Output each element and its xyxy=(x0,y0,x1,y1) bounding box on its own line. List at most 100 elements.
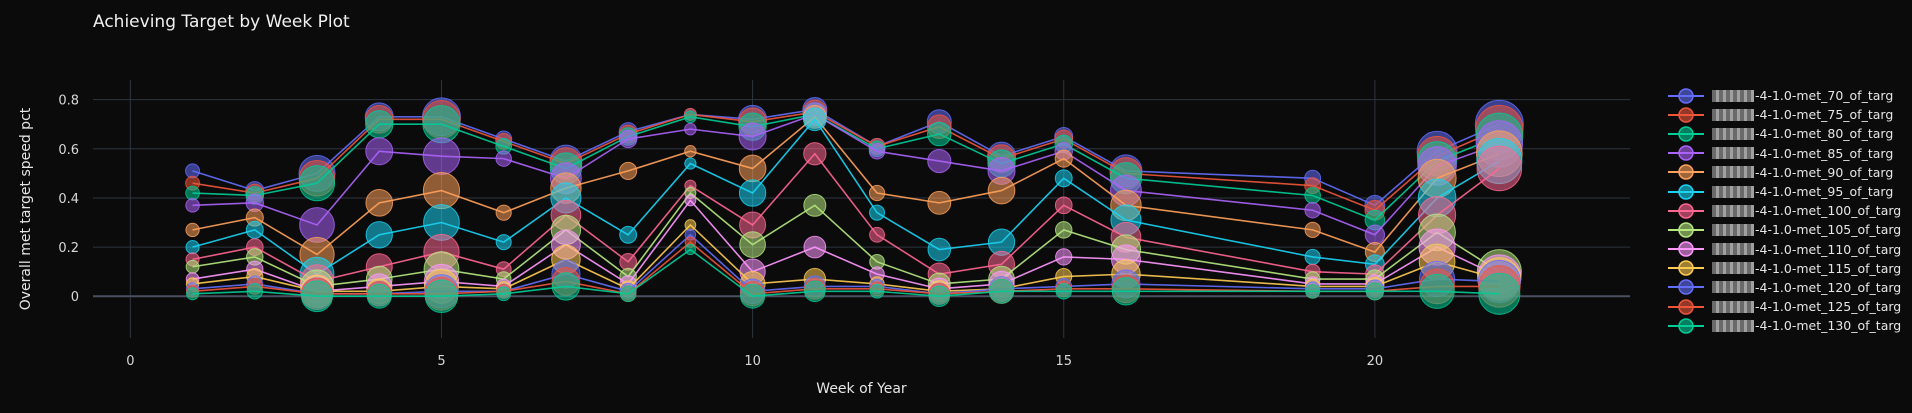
data-point[interactable] xyxy=(424,279,459,313)
data-point[interactable] xyxy=(740,283,766,309)
data-point[interactable] xyxy=(551,272,581,301)
data-point[interactable] xyxy=(803,142,827,166)
legend-item[interactable]: -4-1.0-met_110_of_targ xyxy=(1666,240,1901,259)
legend-label: -4-1.0-met_80_of_targ xyxy=(1755,126,1894,142)
data-point[interactable] xyxy=(1364,224,1386,245)
data-point[interactable] xyxy=(738,122,767,151)
data-point[interactable] xyxy=(684,110,697,124)
data-point[interactable] xyxy=(1365,282,1384,301)
legend-item[interactable]: -4-1.0-met_100_of_targ xyxy=(1666,201,1901,220)
data-point[interactable] xyxy=(738,154,767,183)
data-point[interactable] xyxy=(684,243,697,256)
data-point[interactable] xyxy=(928,285,951,308)
data-point[interactable] xyxy=(422,137,461,175)
y-tick-label: 0.4 xyxy=(58,192,79,207)
data-point[interactable] xyxy=(803,107,827,132)
data-point[interactable] xyxy=(868,143,886,160)
data-point[interactable] xyxy=(619,285,637,302)
legend-item[interactable]: -4-1.0-met_130_of_targ xyxy=(1666,316,1901,335)
data-point[interactable] xyxy=(301,280,333,313)
data-point[interactable] xyxy=(1419,273,1455,309)
data-point[interactable] xyxy=(365,189,394,217)
data-point[interactable] xyxy=(738,179,767,207)
data-point[interactable] xyxy=(185,259,200,274)
legend-item[interactable]: -4-1.0-met_95_of_targ xyxy=(1666,182,1901,201)
data-point[interactable] xyxy=(495,150,512,167)
data-point[interactable] xyxy=(927,149,952,174)
data-point[interactable] xyxy=(927,237,952,262)
data-point[interactable] xyxy=(739,231,766,258)
data-point[interactable] xyxy=(1304,187,1321,204)
data-point[interactable] xyxy=(1054,221,1073,239)
y-tick-label: 0 xyxy=(71,290,79,305)
data-point[interactable] xyxy=(619,225,638,244)
legend-item[interactable]: -4-1.0-met_70_of_targ xyxy=(1666,86,1901,105)
data-point[interactable] xyxy=(1055,248,1073,266)
legend-redacted-prefix xyxy=(1712,319,1754,332)
data-point[interactable] xyxy=(684,157,697,170)
data-point[interactable] xyxy=(1476,145,1523,192)
legend-swatch xyxy=(1668,318,1704,334)
data-point[interactable] xyxy=(185,185,200,201)
data-point[interactable] xyxy=(684,194,697,207)
data-point[interactable] xyxy=(365,137,394,166)
data-point[interactable] xyxy=(927,190,952,215)
data-point[interactable] xyxy=(1111,277,1141,306)
data-point[interactable] xyxy=(1304,202,1321,219)
data-point[interactable] xyxy=(684,145,697,158)
data-point[interactable] xyxy=(1305,283,1320,299)
legend-item[interactable]: -4-1.0-met_85_of_targ xyxy=(1666,144,1901,163)
data-point[interactable] xyxy=(246,283,263,300)
legend-redacted-prefix xyxy=(1712,89,1754,102)
data-point[interactable] xyxy=(987,176,1016,205)
data-point[interactable] xyxy=(185,198,200,213)
legend-item[interactable]: -4-1.0-met_120_of_targ xyxy=(1666,278,1901,297)
data-point[interactable] xyxy=(927,121,952,147)
data-point[interactable] xyxy=(803,235,827,259)
data-point[interactable] xyxy=(989,278,1014,304)
data-point[interactable] xyxy=(1055,283,1072,300)
chart-title: Achieving Target by Week Plot xyxy=(93,12,350,32)
data-point[interactable] xyxy=(869,204,886,221)
data-point[interactable] xyxy=(298,165,336,202)
legend-item[interactable]: -4-1.0-met_80_of_targ xyxy=(1666,124,1901,143)
legend-redacted-prefix xyxy=(1712,166,1754,179)
legend-swatch xyxy=(1668,145,1704,161)
data-point[interactable] xyxy=(619,161,638,180)
data-point[interactable] xyxy=(185,240,200,255)
series-group[interactable] xyxy=(186,243,1521,315)
data-point[interactable] xyxy=(618,129,638,149)
data-point[interactable] xyxy=(495,204,512,221)
data-point[interactable] xyxy=(1054,196,1073,215)
data-point[interactable] xyxy=(869,226,885,243)
x-tick-label: 0 xyxy=(126,354,134,369)
data-point[interactable] xyxy=(1054,169,1073,188)
data-point[interactable] xyxy=(495,234,512,251)
legend-item[interactable]: -4-1.0-met_105_of_targ xyxy=(1666,220,1901,239)
legend-item[interactable]: -4-1.0-met_75_of_targ xyxy=(1666,105,1901,124)
data-point[interactable] xyxy=(496,286,512,302)
data-point[interactable] xyxy=(1478,272,1521,315)
data-point[interactable] xyxy=(804,280,826,303)
data-point[interactable] xyxy=(803,193,827,217)
legend-item[interactable]: -4-1.0-met_125_of_targ xyxy=(1666,297,1901,316)
data-point[interactable] xyxy=(684,219,697,231)
data-point[interactable] xyxy=(1054,149,1073,168)
data-point[interactable] xyxy=(186,287,200,301)
data-point[interactable] xyxy=(869,283,885,299)
data-point[interactable] xyxy=(422,105,461,144)
data-point[interactable] xyxy=(245,220,264,239)
data-point[interactable] xyxy=(684,122,697,136)
data-point[interactable] xyxy=(1304,248,1321,265)
data-point[interactable] xyxy=(365,110,394,139)
data-point[interactable] xyxy=(365,221,393,249)
legend-item[interactable]: -4-1.0-met_90_of_targ xyxy=(1666,163,1901,182)
data-point[interactable] xyxy=(422,171,461,210)
data-point[interactable] xyxy=(185,222,200,238)
data-point[interactable] xyxy=(1304,221,1321,239)
data-point[interactable] xyxy=(366,283,392,309)
legend-item[interactable]: -4-1.0-met_115_of_targ xyxy=(1666,259,1901,278)
data-point[interactable] xyxy=(868,184,886,202)
legend-redacted-prefix xyxy=(1712,300,1754,313)
